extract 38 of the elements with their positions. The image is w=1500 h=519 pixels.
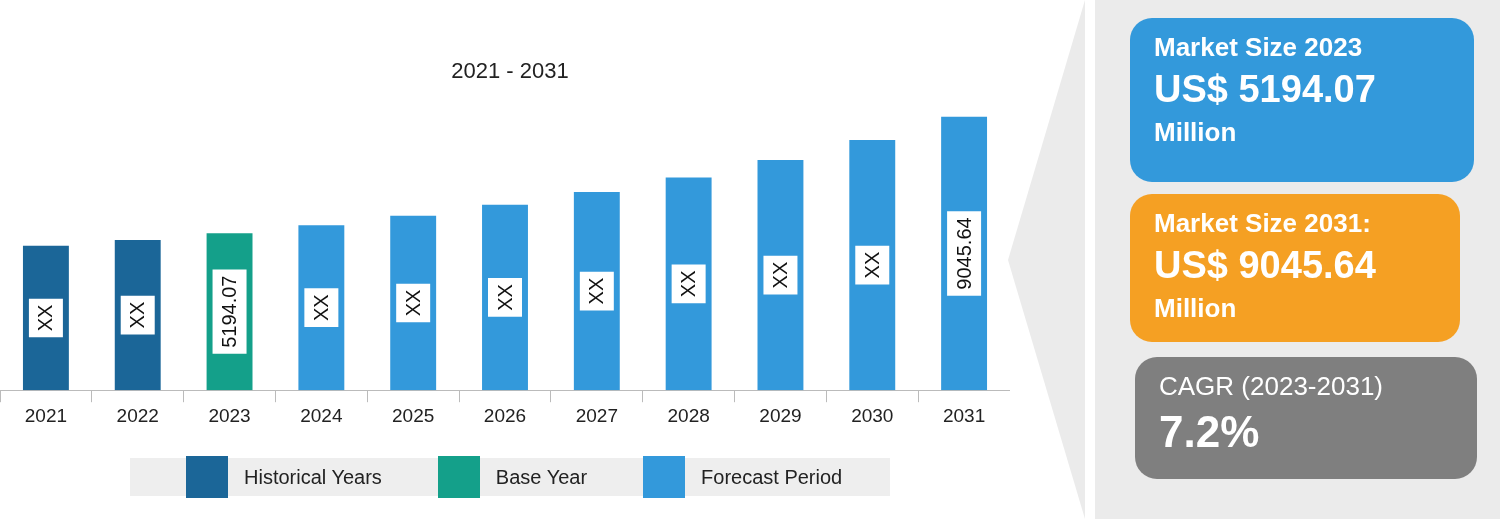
text: CAGR (2023-2031) xyxy=(1159,371,1384,403)
text: Market Size 2031: xyxy=(1154,208,1372,240)
data-label: XX xyxy=(401,289,424,317)
data-label: XX xyxy=(860,251,883,279)
x-tick-label: 2024 xyxy=(300,404,343,426)
text: Million xyxy=(1154,116,1238,148)
data-label: XX xyxy=(493,284,516,311)
x-tick-label: 2026 xyxy=(483,404,527,426)
chart-title: 2021 - 2031 xyxy=(450,58,570,84)
x-tick-label: 2027 xyxy=(575,404,618,426)
legend-label: Historical Years xyxy=(244,465,382,489)
x-tick-label: 2025 xyxy=(392,404,435,426)
data-label: XX xyxy=(309,294,332,322)
legend-label: Base Year xyxy=(495,465,588,489)
x-tick-label: 2029 xyxy=(759,404,802,426)
x-tick-label: 2021 xyxy=(24,404,68,426)
bar xyxy=(665,177,712,391)
data-label: 5194.07 xyxy=(218,275,241,348)
bar xyxy=(573,191,620,391)
x-tick-label: 2030 xyxy=(851,404,894,426)
text: Market Size 2023 xyxy=(1154,32,1364,64)
x-tick-label: 2022 xyxy=(116,404,159,426)
data-label: XX xyxy=(34,304,57,332)
legend-label: Forecast Period xyxy=(701,465,843,489)
x-tick-label: 2023 xyxy=(208,404,251,426)
text: US$ 5194.07 xyxy=(1154,67,1377,113)
text: 7.2% xyxy=(1159,406,1261,459)
bar xyxy=(757,159,804,391)
x-tick-label: 2031 xyxy=(942,404,986,426)
data-label: XX xyxy=(677,270,700,298)
data-label: XX xyxy=(768,261,791,289)
data-label: XX xyxy=(126,301,149,329)
data-label: XX xyxy=(585,277,608,305)
bar xyxy=(849,139,896,391)
text: Million xyxy=(1154,292,1238,324)
text: US$ 9045.64 xyxy=(1154,243,1377,289)
data-label: 9045.64 xyxy=(952,217,975,290)
x-tick-label: 2028 xyxy=(667,404,710,426)
